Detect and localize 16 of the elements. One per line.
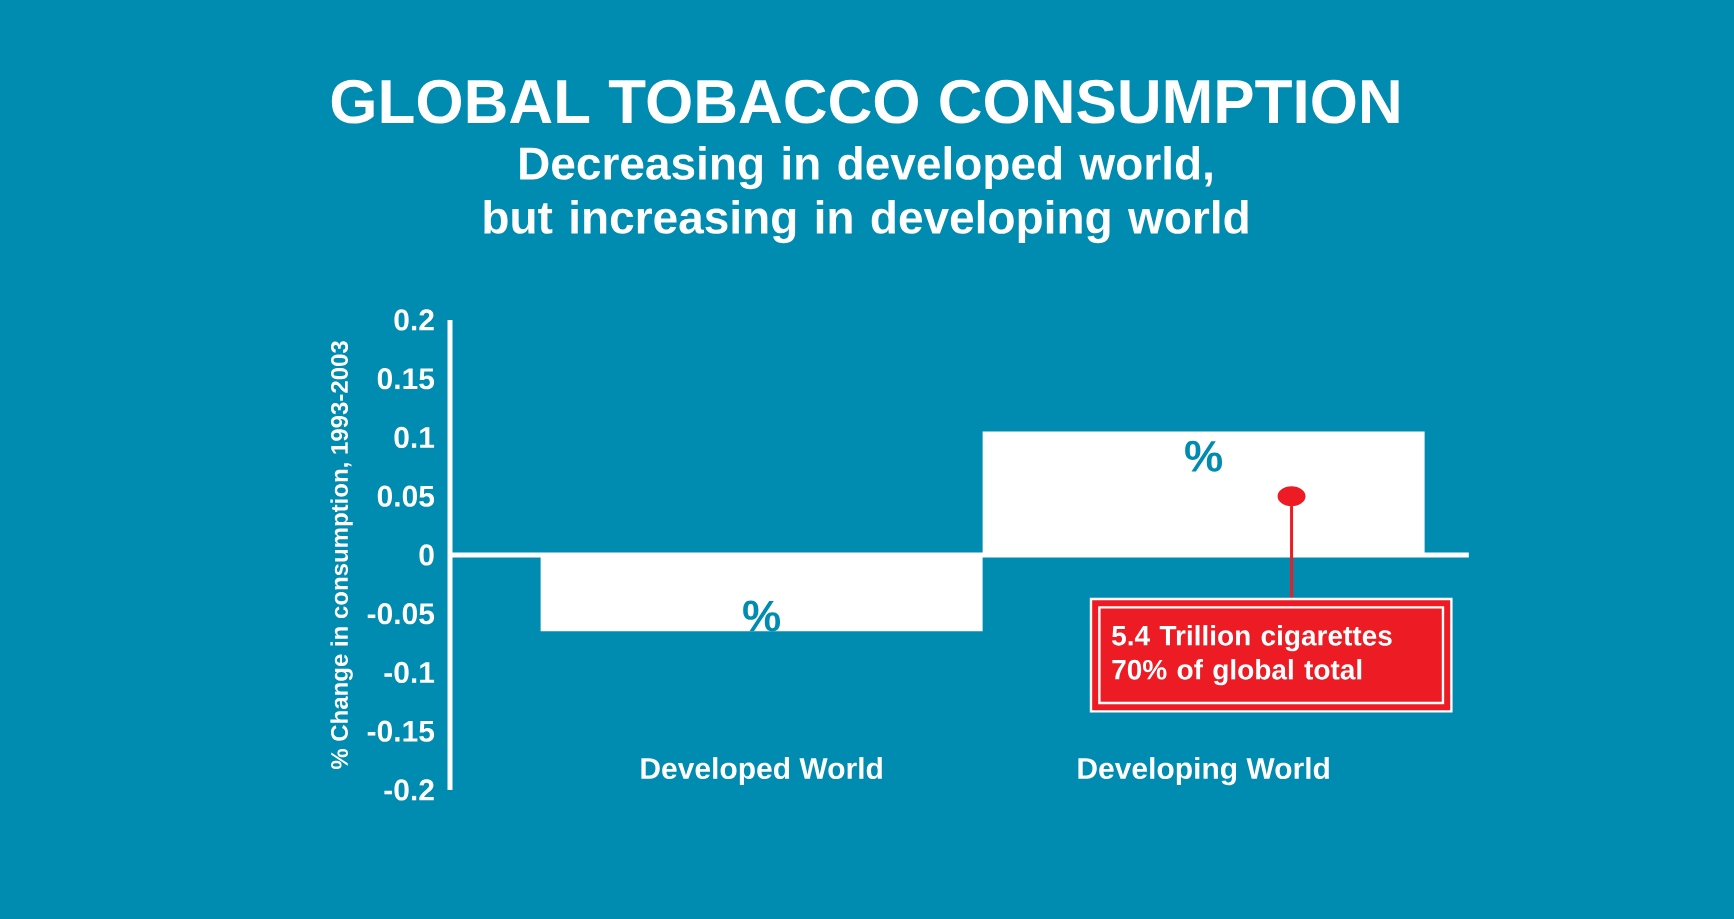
y-tick-label: 0.1	[394, 426, 435, 449]
y-tick-label: -0.05	[367, 603, 435, 625]
y-tick-label: 0.15	[377, 368, 435, 390]
x-tick-label: Developed World	[641, 757, 882, 785]
y-tick-label: -0.2	[384, 779, 434, 801]
y-tick-label: 0.2	[394, 309, 434, 331]
y-tick-label: -0.15	[367, 720, 435, 742]
chart-title: GLOBAL TOBACCO CONSUMPTION	[331, 79, 1399, 124]
y-tick-label: 0.05	[377, 485, 435, 507]
x-tick-label: Developing World	[1078, 757, 1329, 786]
data-label: %	[743, 600, 781, 632]
chart-subtitle: Decreasing in developed world, but increasing in developing world	[484, 146, 1248, 244]
y-tick-label: -0.1	[384, 661, 435, 684]
data-label: %	[1185, 440, 1223, 472]
y-axis-title: % Change in consumption, 1993-2003	[330, 341, 353, 770]
y-tick-label: 0	[419, 544, 434, 566]
